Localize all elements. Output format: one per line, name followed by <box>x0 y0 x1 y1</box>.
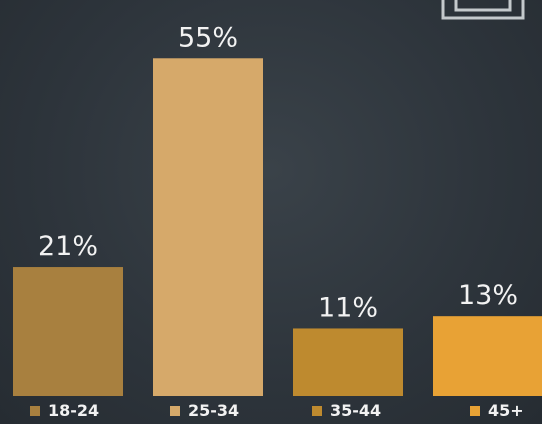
legend-swatch-45+ <box>470 406 480 416</box>
legend-label-35-44: 35-44 <box>330 401 381 420</box>
bars-layer <box>13 58 542 396</box>
legend-label-25-34: 25-34 <box>188 401 239 420</box>
value-label-25-34: 55% <box>178 22 238 53</box>
value-labels-layer: 21% 55% 11% 13% <box>38 22 518 323</box>
legend-swatch-25-34 <box>170 406 180 416</box>
bar-18-24 <box>13 267 123 396</box>
legend-swatch-18-24 <box>30 406 40 416</box>
value-label-45+: 13% <box>458 280 518 311</box>
legend-swatch-35-44 <box>312 406 322 416</box>
legend-label-18-24: 18-24 <box>48 401 99 420</box>
legend-label-45+: 45+ <box>488 401 524 420</box>
legend: 18-24 25-34 35-44 45+ <box>30 401 524 420</box>
value-label-18-24: 21% <box>38 231 98 262</box>
bar-45+ <box>433 316 542 396</box>
value-label-35-44: 11% <box>318 292 378 323</box>
monitor-icon <box>441 0 525 20</box>
bar-25-34 <box>153 58 263 396</box>
bar-35-44 <box>293 328 403 396</box>
